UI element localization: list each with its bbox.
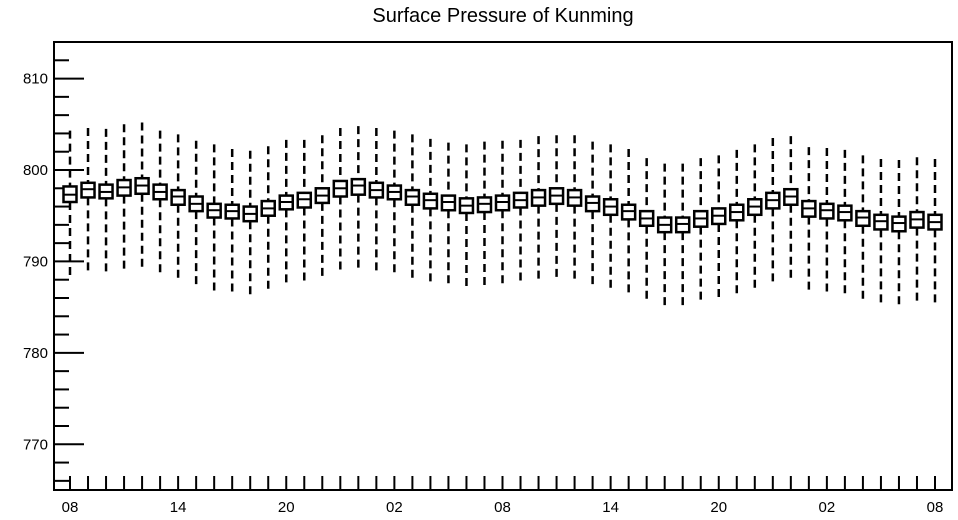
x-tick-label: 08 — [927, 499, 944, 516]
box-group — [783, 136, 799, 280]
box-group — [224, 148, 240, 293]
box-group — [314, 135, 331, 278]
box-series — [62, 122, 943, 309]
box-group — [404, 134, 421, 282]
box-group — [116, 124, 132, 271]
x-axis: 08 14 20 02 08 14 20 02 08 — [62, 476, 944, 516]
box-group — [80, 127, 96, 274]
box-group — [458, 144, 475, 289]
box-group — [674, 163, 691, 309]
box-group — [350, 126, 367, 271]
x-tick-label: 20 — [278, 499, 295, 516]
box-group — [566, 135, 583, 282]
x-tick-label: 02 — [386, 499, 403, 516]
box-group — [260, 146, 276, 290]
box-group — [368, 127, 385, 274]
y-tick-label: 800 — [23, 162, 48, 179]
box-group — [729, 149, 745, 296]
box-group — [927, 159, 943, 306]
x-tick-label: 14 — [170, 499, 187, 516]
box-group — [134, 122, 150, 269]
box-group — [206, 144, 222, 292]
chart-title: Surface Pressure of Kunming — [372, 5, 633, 27]
box-group — [188, 140, 204, 287]
y-tick-label: 810 — [23, 71, 48, 88]
box-group — [909, 157, 925, 303]
box-group — [170, 134, 186, 280]
box-group — [242, 150, 258, 296]
box-group — [278, 139, 294, 285]
box-group — [98, 128, 114, 273]
box-group — [422, 138, 439, 285]
box-group — [638, 158, 655, 302]
box-group — [801, 147, 817, 292]
box-group — [494, 140, 511, 287]
box-group — [584, 141, 601, 288]
box-group — [602, 144, 619, 290]
y-tick-label: 780 — [23, 345, 48, 362]
box-group — [873, 159, 889, 305]
x-tick-label: 14 — [602, 499, 619, 516]
box-group — [819, 148, 835, 296]
box-group — [548, 135, 565, 280]
box-group — [512, 139, 529, 285]
y-tick-label: 770 — [23, 436, 48, 453]
box-group — [62, 130, 78, 280]
box-group — [386, 130, 403, 277]
box-group — [296, 139, 313, 283]
box-group — [476, 141, 493, 288]
x-tick-label: 08 — [62, 499, 79, 516]
x-tick-label: 20 — [710, 499, 727, 516]
box-group — [620, 148, 637, 296]
box-group — [837, 149, 853, 298]
box-group — [765, 138, 781, 284]
box-group — [891, 159, 907, 308]
box-group — [711, 155, 727, 299]
x-tick-label: 08 — [494, 499, 511, 516]
x-tick-label: 02 — [819, 499, 836, 516]
box — [350, 177, 367, 196]
box-group — [152, 130, 168, 276]
box-group — [747, 144, 763, 291]
box-group — [530, 136, 547, 282]
box-group — [656, 163, 673, 308]
box-group — [855, 155, 871, 302]
box-group — [692, 158, 709, 302]
box-group — [440, 142, 457, 288]
y-tick-label: 790 — [23, 253, 48, 270]
box-group — [332, 127, 349, 272]
